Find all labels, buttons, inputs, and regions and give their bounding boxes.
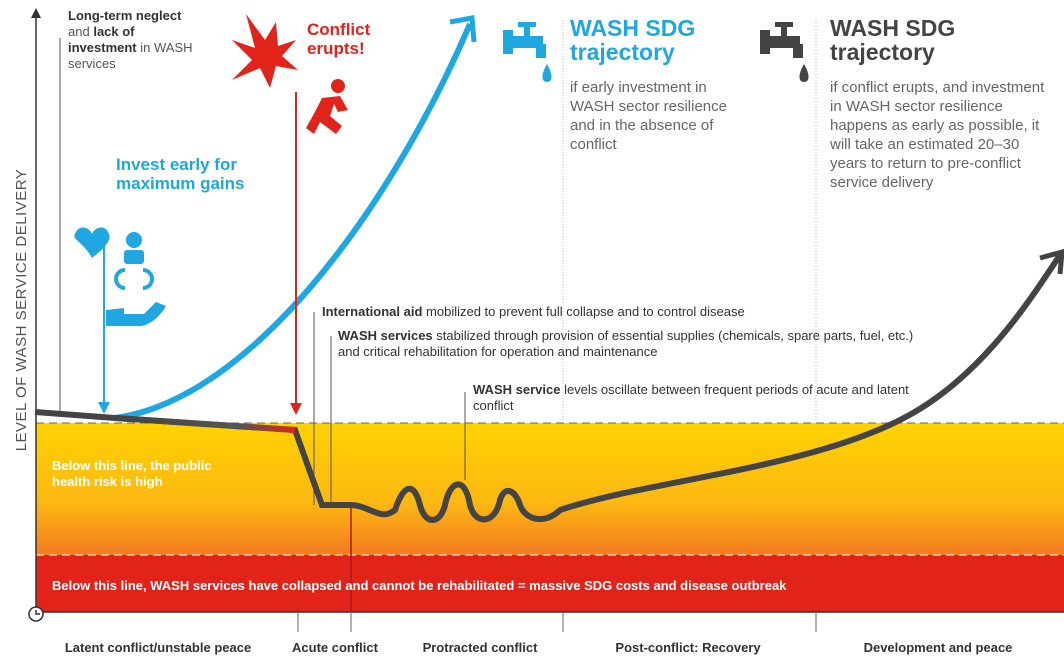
bold-text: International aid (322, 304, 423, 319)
early-arrow (449, 15, 477, 43)
conflict-note: Conflict erupts! (307, 20, 371, 58)
y-arrow (31, 8, 41, 18)
phase-label: Latent conflict/unstable peace (64, 640, 252, 655)
bold-text: WASH service (473, 382, 561, 397)
collapse-zone (36, 555, 1064, 612)
text: and (68, 24, 90, 39)
phase-ticks (297, 612, 817, 632)
y-axis-label: LEVEL OF WASH SERVICE DELIVERY (13, 169, 30, 452)
text: in WASH services (68, 40, 193, 71)
text: mobilized to prevent full collapse and t… (426, 304, 745, 319)
text: levels oscillate between frequent period… (473, 382, 909, 413)
phase-label: Protracted conflict (422, 640, 538, 655)
explosion-icon (232, 14, 298, 88)
oscillate-note: WASH service levels oscillate between fr… (473, 382, 913, 414)
risk-zone (36, 423, 1064, 555)
decline-segment (114, 415, 296, 433)
sdg-body: if early investment in WASH sector resil… (570, 79, 727, 153)
runner-icon (306, 79, 348, 134)
tap-icon (760, 22, 809, 82)
early-trajectory (114, 22, 473, 421)
tap-icon (503, 22, 552, 82)
aid-note: International aid mobilized to prevent f… (322, 304, 882, 320)
callout-lines (59, 38, 466, 505)
conflict-arrow (1039, 248, 1064, 275)
stabilized-note: WASH services stabilized through provisi… (338, 328, 928, 360)
phase-label: Development and peace (863, 640, 1013, 655)
sdg-title: WASH SDG trajectory (830, 15, 956, 65)
child-care-icon (74, 227, 166, 326)
invest-note: Invest early for maximum gains (116, 155, 245, 193)
bold-text: WASH services (338, 328, 433, 343)
conflict-trajectory (34, 253, 1063, 523)
bold-text: Long-term neglect (68, 8, 182, 23)
text: stabilized through provision of essentia… (338, 328, 914, 359)
zone-label: Below this line, WASH services have coll… (52, 578, 787, 593)
clock-hand (35, 610, 40, 615)
pointer-head (290, 403, 302, 415)
neglect-note: Long-term neglect and lack of investment… (68, 8, 198, 72)
sdg-title: WASH SDG trajectory (570, 15, 696, 65)
pointer-head (98, 402, 110, 414)
bold-text: lack of investment (68, 24, 137, 55)
zone-label: Below this line, the public health risk … (52, 458, 212, 489)
sdg-body: if conflict erupts, and investment in WA… (830, 79, 1045, 191)
phase-label: Acute conflict (292, 640, 378, 655)
phase-label: Post-conflict: Recovery (615, 640, 761, 655)
